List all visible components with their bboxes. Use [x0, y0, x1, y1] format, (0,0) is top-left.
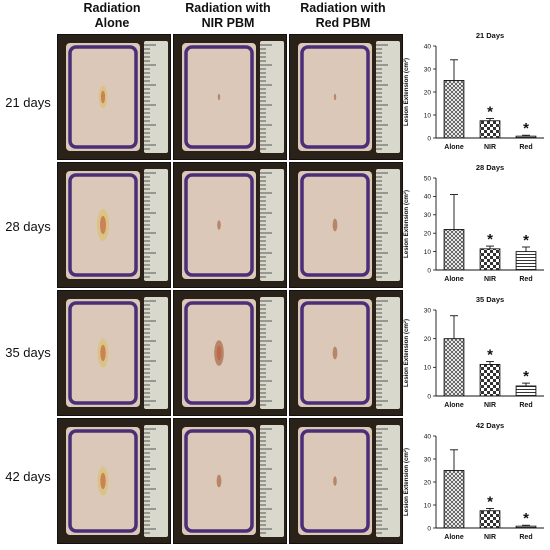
y-axis-label: Lesion Extension (cm²) — [403, 58, 410, 126]
wound-photo — [289, 34, 403, 160]
y-tick-label: 50 — [424, 175, 432, 182]
x-tick-label: Red — [519, 534, 532, 541]
x-tick-label: Red — [519, 144, 532, 151]
bar-red — [515, 251, 537, 271]
bar-red — [515, 385, 537, 397]
significance-marker: * — [523, 120, 529, 137]
chart-title: 28 Days — [476, 163, 504, 172]
wound-photo — [173, 418, 287, 544]
y-tick-label: 0 — [427, 393, 431, 400]
y-tick-label: 10 — [424, 502, 432, 509]
y-tick-label: 10 — [424, 249, 432, 256]
wound-photo — [173, 290, 287, 416]
x-tick-label: Red — [519, 402, 532, 409]
bar-chart-28-days: 28 Days Lesion Extension (cm²) 0 10 20 30 40 50… — [400, 160, 550, 290]
wound-photo — [57, 418, 171, 544]
bar-chart-35-days-svg: 35 Days Lesion Extension (cm²) 0 10 20 30 Alon… — [403, 295, 544, 409]
x-tick-label: NIR — [484, 402, 496, 409]
chart-title: 35 Days — [476, 295, 504, 304]
row-label-35-days: 35 days — [5, 345, 51, 360]
bar-nir — [479, 510, 501, 529]
chart-title: 21 Days — [476, 31, 504, 40]
y-axis-label: Lesion Extension (cm²) — [403, 190, 410, 258]
x-tick-label: NIR — [484, 534, 496, 541]
y-tick-label: 0 — [427, 267, 431, 274]
chart-title: 42 Days — [476, 421, 504, 430]
wound-photo — [173, 34, 287, 160]
bar-alone — [443, 470, 465, 529]
bar-red — [515, 525, 537, 529]
bar-alone — [443, 338, 465, 397]
wound-photo — [57, 162, 171, 288]
y-tick-label: 0 — [427, 525, 431, 532]
x-tick-label: NIR — [484, 276, 496, 283]
y-axis-label: Lesion Extension (cm²) — [403, 319, 410, 387]
row-label-21-days: 21 days — [5, 95, 51, 110]
y-tick-label: 30 — [424, 212, 432, 219]
column-header-radiation-alone: Radiation Alone — [83, 1, 141, 30]
bar-chart-28-days-svg: 28 Days Lesion Extension (cm²) 0 10 20 30 40 50… — [403, 163, 544, 283]
bar-nir — [479, 248, 501, 271]
y-tick-label: 20 — [424, 336, 432, 343]
x-tick-label: Alone — [444, 276, 464, 283]
bar-nir — [479, 364, 501, 397]
wound-photo — [57, 34, 171, 160]
bar-chart-21-days: 21 Days Lesion Extension (cm²) 0 10 20 30 40 Al… — [400, 28, 550, 158]
significance-marker: * — [523, 232, 529, 249]
y-tick-label: 40 — [424, 194, 432, 201]
wound-photo — [289, 418, 403, 544]
y-tick-label: 20 — [424, 231, 432, 238]
significance-marker: * — [487, 347, 493, 364]
wound-photo — [173, 162, 287, 288]
wound-photo — [289, 162, 403, 288]
x-tick-label: Alone — [444, 534, 464, 541]
y-axis-label: Lesion Extension (cm²) — [403, 448, 410, 516]
bar-alone — [443, 229, 465, 271]
y-tick-label: 20 — [424, 89, 432, 96]
x-tick-label: Alone — [444, 402, 464, 409]
y-tick-label: 30 — [424, 456, 432, 463]
wound-photo — [289, 290, 403, 416]
bar-alone — [443, 80, 465, 139]
x-tick-label: NIR — [484, 144, 496, 151]
wound-photo — [57, 290, 171, 416]
y-tick-label: 10 — [424, 112, 432, 119]
bar-chart-21-days-svg: 21 Days Lesion Extension (cm²) 0 10 20 30 40 Al… — [403, 31, 544, 151]
row-label-42-days: 42 days — [5, 469, 51, 484]
significance-marker: * — [487, 493, 493, 510]
column-header-red-pbm: Radiation with Red PBM — [300, 1, 386, 30]
y-tick-label: 40 — [424, 43, 432, 50]
x-tick-label: Alone — [444, 144, 464, 151]
row-label-28-days: 28 days — [5, 219, 51, 234]
y-tick-label: 0 — [427, 135, 431, 142]
y-tick-label: 10 — [424, 365, 432, 372]
y-tick-label: 20 — [424, 479, 432, 486]
significance-marker: * — [523, 368, 529, 385]
significance-marker: * — [523, 510, 529, 527]
significance-marker: * — [487, 103, 493, 120]
y-tick-label: 30 — [424, 307, 432, 314]
bar-chart-42-days: 42 Days Lesion Extension (cm²) 0 10 20 30 40 Al… — [400, 418, 550, 548]
x-tick-label: Red — [519, 276, 532, 283]
bar-nir — [479, 120, 501, 139]
column-header-nir-pbm: Radiation with NIR PBM — [185, 1, 271, 30]
significance-marker: * — [487, 231, 493, 248]
bar-chart-42-days-svg: 42 Days Lesion Extension (cm²) 0 10 20 30 40 Al… — [403, 421, 544, 541]
y-tick-label: 30 — [424, 66, 432, 73]
bar-chart-35-days: 35 Days Lesion Extension (cm²) 0 10 20 30 Alon… — [400, 292, 550, 416]
y-tick-label: 40 — [424, 433, 432, 440]
